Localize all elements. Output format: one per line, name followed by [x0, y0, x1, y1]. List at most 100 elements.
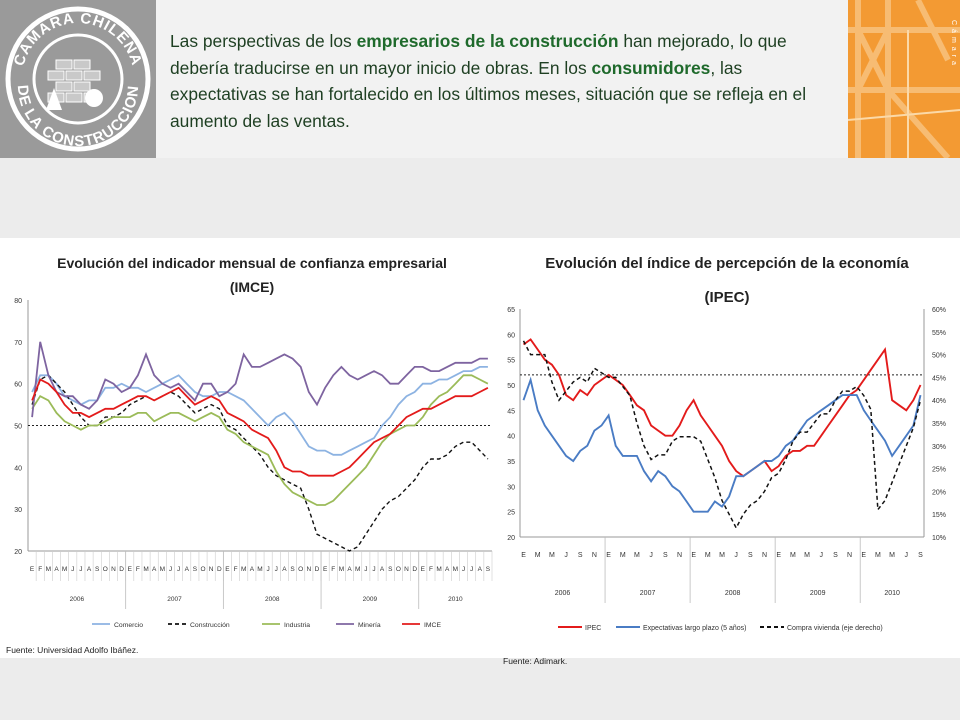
- intro-seg3: , las expectativas se han fortalecido en…: [170, 57, 807, 131]
- chart2-month-label: S: [918, 552, 923, 559]
- chart1-month-label: S: [290, 566, 295, 573]
- chart2-month-label: M: [790, 552, 796, 559]
- chart1-month-label: F: [234, 566, 238, 573]
- chart1-legend-label: Industria: [284, 622, 310, 629]
- intro-bold1: empresarios de la construcción: [356, 31, 619, 51]
- chart1-month-label: A: [54, 566, 59, 573]
- chart1-month-label: O: [298, 566, 303, 573]
- cchc-logo: CAMARA CHILENA DE LA CONSTRUCCION: [0, 0, 156, 158]
- chart2-month-label: M: [535, 552, 541, 559]
- chart1-month-label: E: [30, 566, 35, 573]
- intro-paragraph: Las perspectivas de los empresarios de l…: [170, 28, 840, 134]
- chart1-month-label: A: [152, 566, 157, 573]
- chart2-month-label: J: [734, 552, 738, 559]
- chart1-month-label: N: [404, 566, 409, 573]
- chart2-legend-label: Expectativas largo plazo (5 años): [643, 625, 747, 632]
- chart2-y2-tick-label: 25%: [932, 467, 946, 474]
- chart2-month-label: S: [748, 552, 753, 559]
- chart1-month-label: A: [87, 566, 92, 573]
- chart2-y2-tick-label: 20%: [932, 489, 946, 496]
- chart2-y-tick-label: 55: [507, 358, 515, 365]
- chart1-month-label: A: [250, 566, 255, 573]
- chart1-month-label: N: [111, 566, 116, 573]
- chart2-month-label: E: [776, 552, 781, 559]
- chart2-title: Evolución del índice de percepción de la…: [545, 255, 909, 272]
- chart2-y2-tick-label: 10%: [932, 535, 946, 542]
- chart2-year-label: 2006: [555, 590, 571, 597]
- chart2-month-label: E: [521, 552, 526, 559]
- chart1-y-tick-label: 80: [14, 298, 22, 305]
- chart2-y2-tick-label: 40%: [932, 398, 946, 405]
- chart1-month-label: N: [209, 566, 214, 573]
- chart2-month-label: E: [861, 552, 866, 559]
- chart1-month-label: M: [339, 566, 344, 573]
- chart2-y-tick-label: 65: [507, 307, 515, 314]
- ipec-chart-panel: Evolución del índice de percepción de la…: [498, 238, 960, 658]
- imce-chart-panel: Evolución del indicador mensual de confi…: [0, 238, 498, 658]
- chart2-month-label: M: [804, 552, 810, 559]
- chart1-month-label: D: [217, 566, 222, 573]
- chart2-month-label: J: [649, 552, 653, 559]
- chart2-month-label: M: [620, 552, 626, 559]
- chart1-y-tick-label: 20: [14, 549, 22, 556]
- deco-text: Cámara: [950, 20, 957, 69]
- chart1-month-label: J: [372, 566, 375, 573]
- chart1-month-label: D: [315, 566, 320, 573]
- chart1-month-label: E: [323, 566, 328, 573]
- chart2-month-label: M: [705, 552, 711, 559]
- chart1-series-line-Industria: [31, 374, 489, 506]
- header-band: [0, 0, 960, 158]
- chart1-month-label: O: [396, 566, 401, 573]
- chart2-month-label: N: [677, 552, 682, 559]
- chart1-month-label: A: [380, 566, 385, 573]
- chart1-month-label: J: [462, 566, 465, 573]
- chart2-legend-label: Compra vivienda (eje derecho): [787, 625, 883, 632]
- chart2-y-tick-label: 20: [507, 535, 515, 542]
- chart1-month-label: S: [388, 566, 393, 573]
- chart2-y-tick-label: 35: [507, 459, 515, 466]
- chart1-y-tick-label: 70: [14, 340, 22, 347]
- chart2-y2-tick-label: 60%: [932, 307, 946, 314]
- chart1-month-label: S: [193, 566, 198, 573]
- chart2-month-label: N: [592, 552, 597, 559]
- chart2-year-label: 2008: [725, 590, 741, 597]
- chart2-month-label: M: [719, 552, 725, 559]
- chart1-month-label: D: [412, 566, 417, 573]
- chart1-month-label: S: [486, 566, 491, 573]
- chart1-month-label: J: [79, 566, 82, 573]
- chart1-month-label: J: [177, 566, 180, 573]
- chart1-month-label: J: [169, 566, 172, 573]
- chart2-y-tick-label: 40: [507, 434, 515, 441]
- chart1-series-line-Minería: [31, 341, 488, 418]
- chart2-y-tick-label: 25: [507, 510, 515, 517]
- chart1-legend-label: Construcción: [190, 622, 230, 629]
- chart1-month-label: M: [453, 566, 458, 573]
- chart1-month-label: M: [62, 566, 67, 573]
- chart2-month-label: M: [889, 552, 895, 559]
- chart2-month-label: E: [691, 552, 696, 559]
- intro-seg1: Las perspectivas de los: [170, 31, 357, 51]
- chart2-month-label: N: [762, 552, 767, 559]
- chart2-y-tick-label: 45: [507, 408, 515, 415]
- chart1-month-label: N: [306, 566, 311, 573]
- chart2-series-line-Expectativas largo plazo (5 años): [522, 376, 922, 513]
- chart1-month-label: O: [103, 566, 108, 573]
- chart1-month-label: S: [95, 566, 100, 573]
- chart1-series-line-IMCE: [31, 378, 489, 477]
- chart2-series-line-Compra vivienda (eje derecho): [522, 340, 922, 530]
- chart2-y-tick-label: 50: [507, 383, 515, 390]
- chart1-month-label: F: [429, 566, 433, 573]
- chart2-month-label: S: [578, 552, 583, 559]
- chart1-legend-label: Minería: [358, 622, 381, 629]
- chart2-month-label: E: [606, 552, 611, 559]
- chart2-y2-tick-label: 55%: [932, 330, 946, 337]
- chart1-month-label: F: [136, 566, 140, 573]
- chart2-month-label: N: [847, 552, 852, 559]
- chart2-year-label: 2009: [810, 590, 826, 597]
- chart1-month-label: A: [478, 566, 483, 573]
- chart1-month-label: F: [331, 566, 335, 573]
- chart1-month-label: J: [364, 566, 367, 573]
- chart2-year-label: 2010: [884, 590, 900, 597]
- chart2-y-tick-label: 60: [507, 332, 515, 339]
- chart1-month-label: O: [200, 566, 205, 573]
